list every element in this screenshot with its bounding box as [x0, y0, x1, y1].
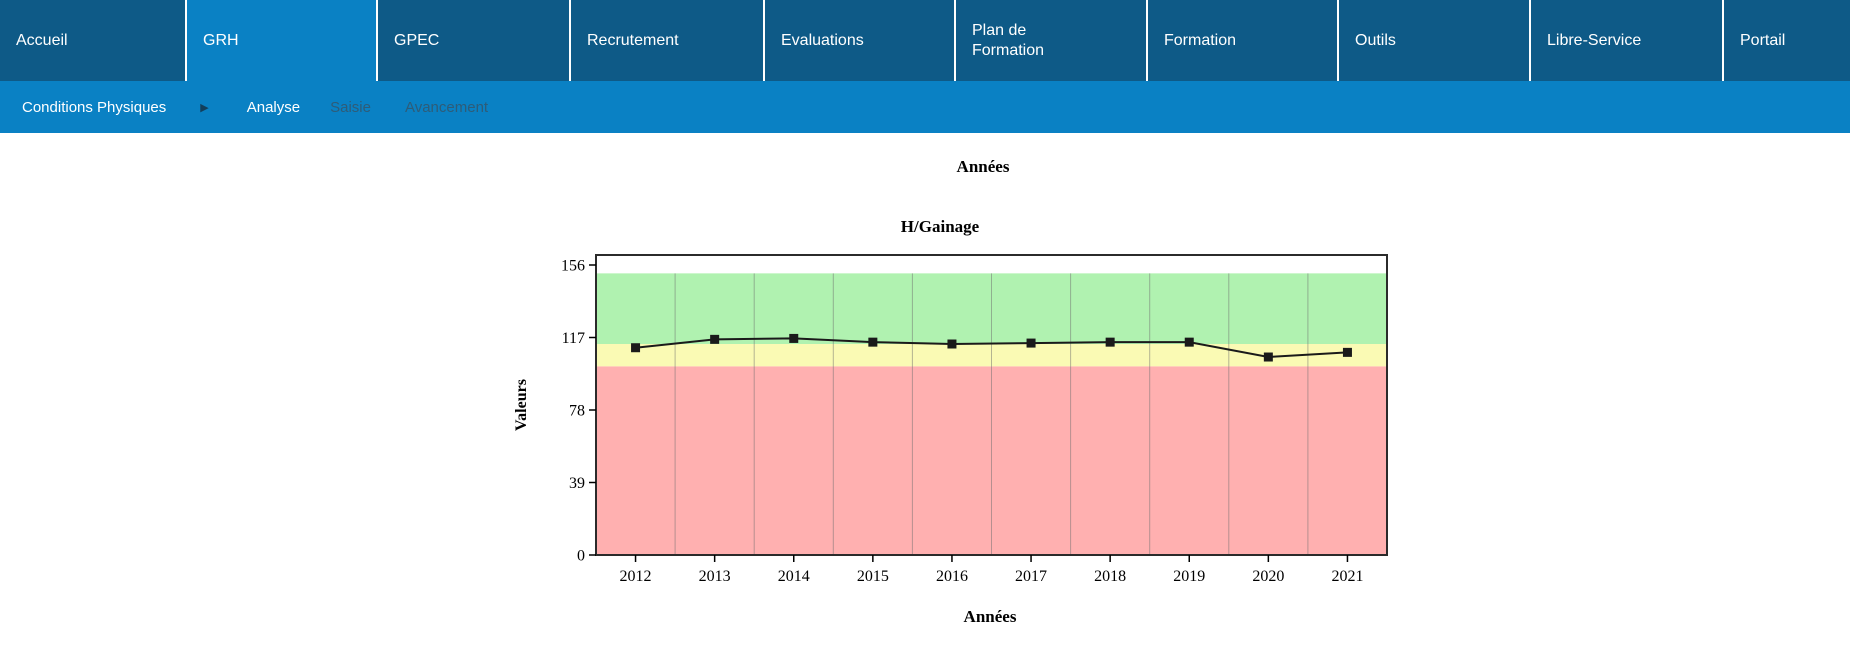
main-navigation: Accueil GRH GPEC Recrutement Evaluations Plan… [0, 0, 1850, 81]
tab-outils[interactable]: Outils [1339, 0, 1531, 81]
tab-libre-service[interactable]: Libre-Service [1531, 0, 1724, 81]
tab-label: Evaluations [781, 31, 864, 49]
tab-label: Recrutement [587, 31, 679, 49]
data-point-2014 [789, 333, 799, 343]
y-tick-label: 39 [569, 475, 585, 492]
tab-label: GRH [203, 31, 239, 49]
x-tick-label: 2019 [1173, 568, 1205, 585]
subnav-breadcrumb-conditions-physiques[interactable]: Conditions Physiques [22, 98, 167, 116]
data-point-2018 [1105, 337, 1115, 347]
tab-gpec[interactable]: GPEC [378, 0, 571, 81]
tab-label: Outils [1355, 31, 1396, 49]
subnav-item-saisie[interactable]: Saisie [330, 98, 371, 116]
data-point-2013 [710, 334, 720, 344]
tab-label: Accueil [16, 31, 68, 49]
y-tick-label: 78 [569, 403, 585, 420]
y-tick-label: 0 [577, 548, 585, 565]
plot-border [595, 254, 1388, 556]
data-point-2015 [868, 337, 878, 347]
data-point-2012 [631, 343, 641, 353]
sub-navigation: Conditions Physiques ▶ Analyse Saisie Avan… [0, 81, 1850, 133]
tab-plan-de-formation[interactable]: Plan de Formation [956, 0, 1148, 81]
subnav-item-analyse[interactable]: Analyse [246, 98, 301, 116]
data-point-2020 [1263, 352, 1273, 362]
series-line [635, 337, 1348, 359]
x-tick-label: 2014 [778, 568, 810, 585]
chevron-right-icon: ▶ [200, 101, 209, 114]
tab-portail[interactable]: Portail [1724, 0, 1850, 81]
subnav-item-avancement[interactable]: Avancement [404, 98, 489, 116]
tab-formation[interactable]: Formation [1148, 0, 1339, 81]
tab-accueil[interactable]: Accueil [0, 0, 187, 81]
tab-evaluations[interactable]: Evaluations [765, 0, 956, 81]
x-tick-label: 2013 [699, 568, 731, 585]
x-tick-label: 2018 [1094, 568, 1126, 585]
tab-recrutement[interactable]: Recrutement [571, 0, 765, 81]
x-axis-label: Années [963, 607, 1017, 626]
chart-title: H/Gainage [900, 217, 980, 236]
tab-label: Portail [1740, 31, 1786, 49]
tab-label: Plan de Formation [972, 21, 1045, 59]
x-tick-label: 2012 [620, 568, 652, 585]
tab-label: GPEC [394, 31, 440, 49]
x-tick-label: 2017 [1015, 568, 1047, 585]
y-tick-label: 117 [562, 330, 585, 347]
data-point-2019 [1184, 337, 1194, 347]
tab-label: Formation [1164, 31, 1237, 49]
data-point-2016 [947, 339, 957, 349]
tab-grh[interactable]: GRH [187, 0, 378, 81]
x-tick-label: 2021 [1331, 568, 1363, 585]
y-tick-label: 156 [561, 258, 585, 275]
tab-label: Libre-Service [1547, 31, 1642, 49]
y-axis-label: Valeurs [513, 379, 530, 431]
x-tick-label: 2016 [936, 568, 968, 585]
data-point-2017 [1026, 338, 1036, 348]
chart-top-label: Années [956, 157, 1010, 176]
x-tick-label: 2015 [857, 568, 889, 585]
data-point-2021 [1342, 347, 1352, 357]
x-tick-label: 2020 [1252, 568, 1284, 585]
